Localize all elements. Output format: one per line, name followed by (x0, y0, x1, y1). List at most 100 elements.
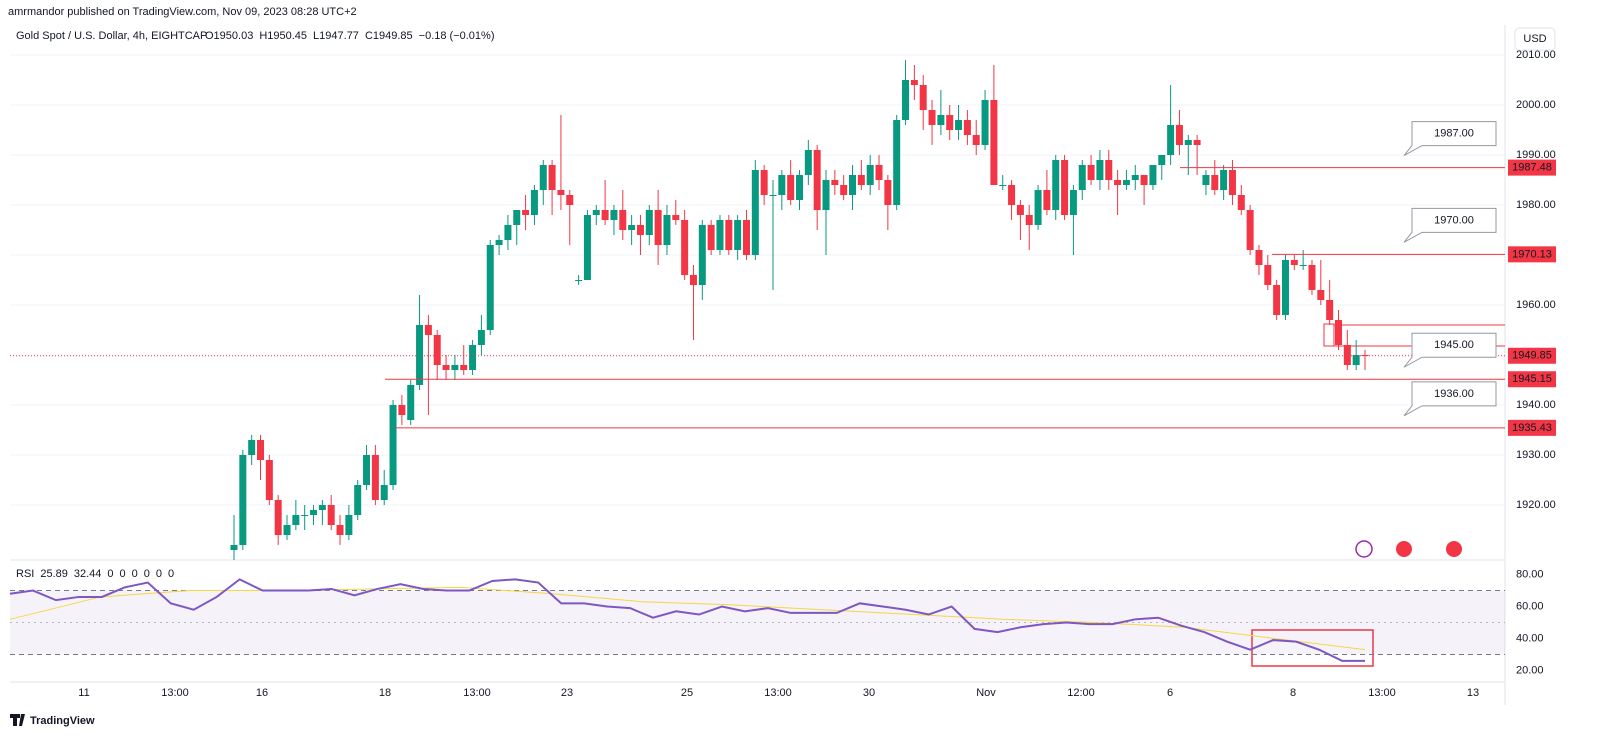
candle-body (972, 135, 980, 145)
candle-body (1281, 260, 1289, 315)
level-tag (1508, 246, 1556, 263)
candle-body (1175, 125, 1183, 145)
candle-body (230, 545, 238, 550)
candle-body (1140, 175, 1148, 185)
candle-body (1299, 265, 1307, 266)
y-tick-label: 1920.00 (1516, 499, 1556, 511)
rsi-tick-label: 60.00 (1516, 600, 1544, 612)
y-tick-label: 1940.00 (1516, 399, 1556, 411)
currency-box[interactable] (1514, 27, 1556, 51)
ohlc-value: C1949.85 (365, 30, 413, 42)
candle-body (778, 175, 786, 195)
currency[interactable]: USD (1523, 33, 1546, 45)
rsi-header: 32.44 (74, 568, 102, 580)
level-label: 1945.15 (1512, 373, 1552, 385)
candle-body (530, 190, 538, 215)
note-box (1403, 207, 1497, 243)
candle-body (963, 120, 971, 135)
candle-body (1034, 190, 1042, 225)
rsi-tick-label: 20.00 (1516, 664, 1544, 676)
ohlc-value: O1950.03 (205, 30, 253, 42)
candle-body (486, 245, 494, 330)
candle-body (575, 280, 583, 281)
candle-body (610, 210, 618, 220)
candle-body (389, 405, 397, 485)
ohlc-value: −0.18 (−0.01%) (419, 30, 495, 42)
x-tick-label: 13 (1467, 687, 1479, 699)
candle-body (539, 165, 547, 190)
candle-body (1061, 160, 1069, 215)
candle-body (787, 175, 795, 200)
x-tick-label: 11 (78, 687, 89, 699)
level-note: 1936.00 (1434, 388, 1474, 400)
event-icon[interactable] (1355, 540, 1373, 558)
event-icon[interactable] (1446, 541, 1462, 557)
candle-body (1246, 210, 1254, 250)
rsi-header: 25.89 (40, 568, 68, 580)
candle-body (1202, 175, 1210, 185)
candle-body (301, 515, 309, 516)
candle-body (1114, 180, 1122, 185)
candle-body (672, 215, 680, 220)
event-icons[interactable] (1355, 540, 1462, 558)
level-tag (1508, 419, 1556, 436)
candle-body (707, 225, 715, 250)
candle-body (1193, 140, 1201, 145)
candle-body (822, 180, 830, 210)
candle-body (451, 365, 459, 370)
chart-title: Gold Spot / U.S. Dollar, 4h, EIGHTCAP (16, 30, 207, 42)
x-tick-label: Nov (976, 687, 996, 699)
level-tag (1508, 371, 1556, 388)
candle-body (380, 485, 388, 500)
x-tick-label: 12:00 (1067, 687, 1095, 699)
candle-body (1361, 355, 1369, 356)
candle-body (363, 455, 371, 485)
rsi-header: 0 (120, 568, 126, 580)
candle-body (1087, 165, 1095, 180)
candle-body (469, 345, 477, 370)
candle-body (884, 180, 892, 205)
candle-body (513, 210, 521, 225)
candle-body (875, 165, 883, 180)
candle-body (336, 525, 344, 535)
candle-body (734, 220, 742, 250)
x-tick-label: 13:00 (463, 687, 491, 699)
candle-body (371, 455, 379, 500)
x-tick-label: 13:00 (764, 687, 792, 699)
candle-body (1078, 165, 1086, 190)
candle-body (831, 180, 839, 185)
candle-body (442, 365, 450, 370)
candle-body (327, 505, 335, 525)
candle-body (769, 195, 777, 196)
ohlc-value: L1947.77 (313, 30, 359, 42)
candle-body (840, 185, 848, 195)
ohlc-header: O1950.03 H1950.45 L1947.77 C1949.85 −0.18 (−… (205, 30, 495, 42)
x-tick-label: 30 (863, 687, 875, 699)
candle-body (751, 170, 759, 255)
candle-body (495, 240, 503, 245)
candle-body (928, 110, 936, 125)
candle-body (274, 500, 282, 535)
candle-body (1131, 175, 1139, 180)
candle-body (1167, 125, 1175, 155)
x-tick-label: 25 (681, 687, 693, 699)
level-label: 1987.48 (1512, 162, 1552, 174)
candle-body (566, 195, 574, 205)
current-price-label: 1949.85 (1512, 350, 1552, 362)
event-icon[interactable] (1396, 541, 1412, 557)
candle-body (557, 190, 565, 195)
candle-body (1158, 155, 1166, 165)
candle-body (1334, 320, 1342, 345)
level-note: 1945.00 (1434, 339, 1474, 351)
candle-body (857, 175, 865, 185)
candle-body (645, 210, 653, 235)
candle-body (866, 165, 874, 185)
candle-body (1016, 205, 1024, 215)
candle-body (955, 120, 963, 130)
candle-body (522, 210, 530, 215)
candle-body (1184, 140, 1192, 145)
rsi-tick-label: 40.00 (1516, 632, 1544, 644)
candle-body (1149, 165, 1157, 185)
ohlc-value: H1950.45 (259, 30, 307, 42)
